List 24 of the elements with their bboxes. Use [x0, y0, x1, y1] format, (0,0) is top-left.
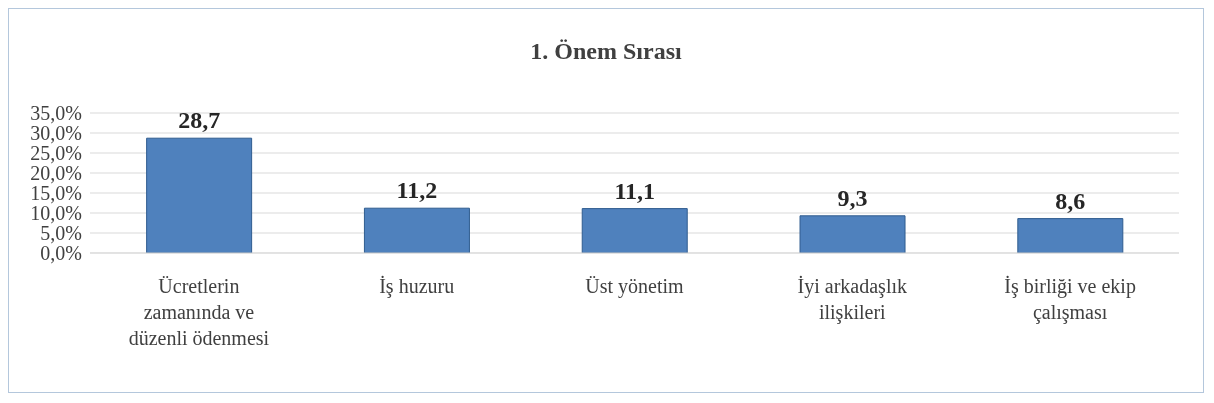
data-label: 11,1: [614, 177, 656, 204]
y-tick-label: 30,0%: [30, 122, 82, 145]
chart-title: 1. Önem Sırası: [529, 38, 683, 65]
data-label: 28,7: [178, 107, 221, 134]
x-tick-label: İyi arkadaşlık ilişkileri: [797, 275, 907, 324]
x-tick-label: İş birliği ve ekip çalışması: [1004, 275, 1136, 324]
y-tick-label: 20,0%: [30, 162, 82, 185]
data-label: 11,2: [396, 177, 438, 204]
x-tick-label: Üst yönetim: [585, 275, 685, 298]
y-tick-label: 15,0%: [30, 182, 82, 205]
x-tick-label: Ücretlerin zamanında ve düzenli ödenmesi: [128, 275, 270, 349]
y-tick-label: 10,0%: [30, 202, 82, 225]
y-tick-label: 0,0%: [40, 242, 82, 265]
bar: [581, 208, 688, 253]
data-label: 9,3: [837, 184, 868, 211]
bar: [1017, 218, 1124, 253]
bar: [363, 207, 470, 253]
y-tick-label: 5,0%: [40, 222, 82, 245]
bar: [146, 137, 253, 253]
data-label: 8,6: [1055, 187, 1086, 214]
bar: [799, 215, 906, 253]
y-tick-label: 35,0%: [30, 102, 82, 125]
x-tick-label: İş huzuru: [379, 275, 455, 298]
y-tick-label: 25,0%: [30, 142, 82, 165]
